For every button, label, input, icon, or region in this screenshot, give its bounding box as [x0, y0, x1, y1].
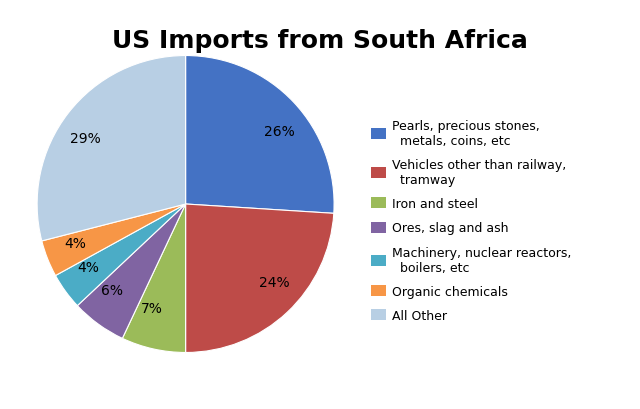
- Text: 24%: 24%: [259, 275, 289, 289]
- Legend: Pearls, precious stones,
  metals, coins, etc, Vehicles other than railway,
  tr: Pearls, precious stones, metals, coins, …: [371, 119, 572, 322]
- Text: US Imports from South Africa: US Imports from South Africa: [112, 29, 528, 53]
- Text: 29%: 29%: [70, 132, 101, 146]
- Wedge shape: [37, 56, 186, 241]
- Wedge shape: [122, 204, 186, 353]
- Text: 26%: 26%: [264, 124, 294, 139]
- Text: 4%: 4%: [77, 260, 99, 274]
- Wedge shape: [56, 204, 186, 306]
- Wedge shape: [42, 204, 186, 276]
- Text: 6%: 6%: [100, 284, 123, 298]
- Wedge shape: [77, 204, 186, 339]
- Wedge shape: [186, 56, 334, 214]
- Text: 4%: 4%: [65, 237, 86, 251]
- Text: 7%: 7%: [140, 301, 163, 316]
- Wedge shape: [186, 204, 334, 353]
